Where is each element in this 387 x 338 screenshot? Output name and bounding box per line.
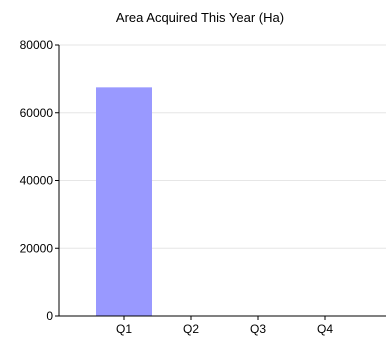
y-tick-label: 80000 <box>20 38 54 52</box>
chart-title: Area Acquired This Year (Ha) <box>116 10 284 25</box>
x-tick-label: Q1 <box>116 322 132 336</box>
y-tick-label: 0 <box>46 309 53 323</box>
x-tick-labels: Q1 Q2 Q3 Q4 <box>116 322 333 336</box>
x-tick-label: Q4 <box>317 322 333 336</box>
axes <box>55 44 386 320</box>
bars <box>96 87 152 316</box>
y-tick-label: 40000 <box>20 174 54 188</box>
x-tick-label: Q2 <box>183 322 199 336</box>
y-tick-labels: 0 20000 40000 60000 80000 <box>20 38 54 323</box>
y-tick-label: 60000 <box>20 106 54 120</box>
bar-q1 <box>96 87 152 316</box>
y-tick-label: 20000 <box>20 241 54 255</box>
x-tick-label: Q3 <box>250 322 266 336</box>
